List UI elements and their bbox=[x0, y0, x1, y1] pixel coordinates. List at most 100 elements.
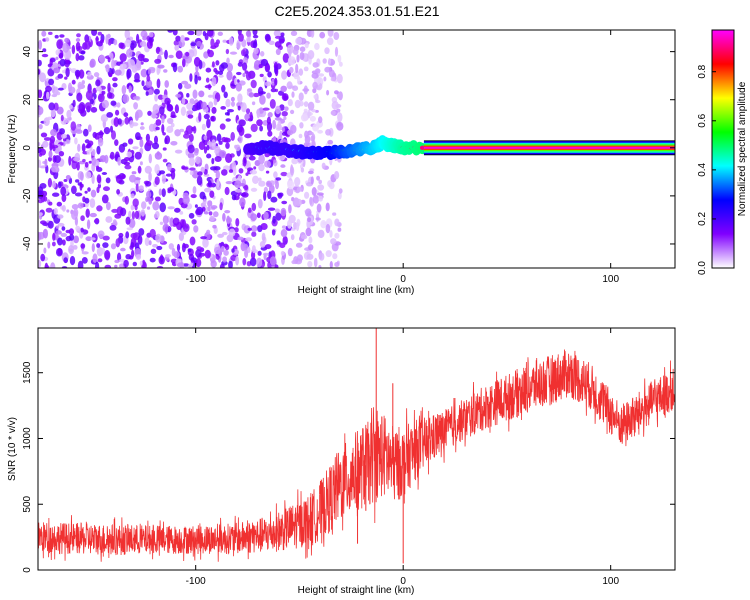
noise-cell bbox=[330, 76, 336, 82]
colorbar-ticks: 0.0 0.2 0.4 0.6 0.8 bbox=[697, 64, 716, 275]
noise-cell bbox=[38, 212, 43, 217]
noise-cell bbox=[176, 262, 185, 268]
noise-cell bbox=[281, 131, 288, 136]
noise-cell bbox=[244, 248, 249, 258]
noise-cell bbox=[274, 66, 278, 75]
noise-cell bbox=[274, 77, 278, 86]
noise-cell bbox=[103, 186, 110, 192]
noise-cell bbox=[208, 101, 214, 108]
noise-cell bbox=[95, 79, 101, 87]
noise-cell bbox=[323, 76, 327, 82]
noise-cell bbox=[63, 179, 68, 182]
noise-cell bbox=[193, 125, 197, 134]
noise-cell bbox=[252, 30, 258, 36]
noise-cell bbox=[258, 163, 265, 172]
noise-cell bbox=[210, 205, 218, 210]
noise-cell bbox=[77, 143, 81, 152]
noise-cell bbox=[128, 138, 134, 145]
noise-cell bbox=[334, 262, 340, 267]
noise-cell bbox=[60, 232, 67, 237]
noise-cell bbox=[85, 90, 94, 101]
noise-cell bbox=[204, 84, 212, 89]
noise-cell bbox=[137, 235, 143, 245]
noise-cell bbox=[236, 39, 241, 50]
noise-cell bbox=[251, 231, 257, 237]
noise-cell bbox=[280, 250, 285, 256]
noise-cell bbox=[74, 216, 78, 226]
noise-cell bbox=[334, 90, 339, 95]
noise-cell bbox=[256, 257, 263, 268]
noise-cell bbox=[97, 31, 103, 36]
noise-cell bbox=[90, 106, 98, 113]
noise-cell bbox=[259, 125, 263, 132]
noise-cell bbox=[91, 30, 98, 36]
noise-cell bbox=[153, 88, 160, 95]
noise-cell bbox=[178, 82, 183, 90]
noise-cell bbox=[38, 69, 41, 75]
noise-cell bbox=[135, 109, 143, 118]
noise-cell bbox=[296, 254, 303, 262]
noise-cell bbox=[214, 145, 221, 152]
noise-cell bbox=[246, 37, 252, 43]
noise-cell bbox=[211, 139, 217, 150]
noise-cell bbox=[298, 100, 304, 107]
noise-cell bbox=[234, 77, 238, 86]
noise-cell bbox=[333, 32, 340, 40]
noise-cell bbox=[167, 117, 174, 125]
noise-cell bbox=[86, 142, 92, 148]
noise-cell bbox=[96, 41, 103, 47]
noise-cell bbox=[187, 30, 195, 36]
noise-cell bbox=[104, 250, 111, 260]
noise-cell bbox=[84, 197, 90, 204]
noise-cell bbox=[132, 198, 139, 207]
noise-cell bbox=[145, 140, 153, 147]
noise-cell bbox=[81, 257, 88, 264]
noise-cell bbox=[155, 233, 162, 243]
noise-cell bbox=[182, 58, 186, 68]
noise-cell bbox=[58, 87, 64, 91]
noise-cell bbox=[334, 46, 339, 57]
noise-cell bbox=[257, 198, 263, 209]
noise-cell bbox=[215, 39, 220, 45]
noise-cell bbox=[38, 199, 43, 204]
noise-cell bbox=[104, 154, 109, 164]
noise-cell bbox=[290, 124, 297, 134]
noise-cell bbox=[137, 53, 145, 62]
noise-cell bbox=[130, 232, 138, 239]
noise-cell bbox=[181, 97, 186, 105]
noise-cell bbox=[69, 233, 75, 241]
noise-cell bbox=[129, 120, 134, 129]
noise-cell bbox=[222, 231, 228, 236]
noise-cell bbox=[325, 202, 330, 212]
noise-cell bbox=[53, 67, 60, 74]
noise-cell bbox=[76, 161, 80, 171]
noise-cell bbox=[296, 54, 300, 63]
noise-cell bbox=[65, 67, 70, 78]
noise-cell bbox=[183, 37, 190, 41]
noise-cell bbox=[80, 50, 86, 55]
noise-cell bbox=[266, 92, 271, 99]
noise-cell bbox=[187, 114, 194, 119]
noise-cell bbox=[47, 220, 54, 229]
noise-cell bbox=[154, 135, 158, 145]
noise-cell bbox=[314, 68, 321, 74]
noise-cell bbox=[39, 183, 47, 189]
noise-cell bbox=[186, 102, 193, 111]
noise-cell bbox=[47, 177, 53, 188]
noise-cell bbox=[131, 171, 137, 175]
noise-cell bbox=[65, 59, 70, 65]
noise-cell bbox=[248, 155, 256, 161]
noise-cell bbox=[49, 58, 53, 67]
noise-cell bbox=[38, 142, 41, 147]
colorbar-scale bbox=[711, 29, 735, 269]
noise-cell bbox=[170, 122, 175, 128]
spectrogram-marks bbox=[38, 30, 675, 268]
noise-cell bbox=[135, 183, 139, 192]
noise-cell bbox=[185, 125, 193, 135]
noise-cell bbox=[307, 109, 311, 119]
noise-cell bbox=[234, 227, 239, 233]
noise-cell bbox=[168, 54, 174, 59]
noise-cell bbox=[337, 227, 342, 232]
noise-cell bbox=[95, 86, 102, 92]
noise-cell bbox=[216, 178, 220, 188]
